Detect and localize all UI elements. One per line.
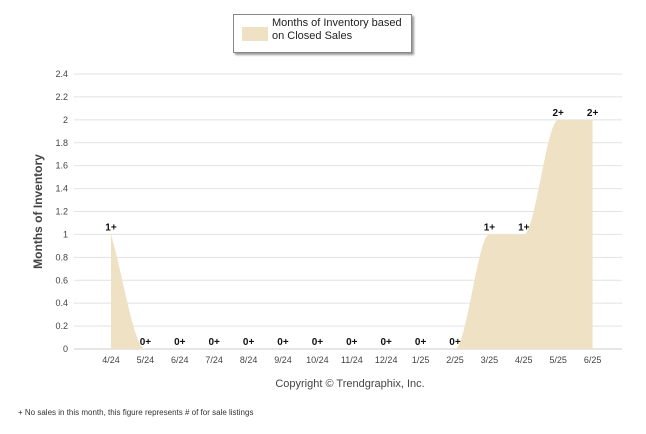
- x-tick-label: 1/25: [412, 355, 430, 365]
- data-label: 0+: [346, 337, 358, 348]
- x-tick-label: 9/24: [274, 355, 292, 365]
- x-tick-label: 4/25: [515, 355, 533, 365]
- x-tick-label: 2/25: [446, 355, 464, 365]
- data-label: 0+: [174, 337, 186, 348]
- footnote: + No sales in this month, this figure re…: [18, 408, 254, 417]
- x-tick-label: 7/24: [205, 355, 223, 365]
- y-tick-label: 2.4: [55, 69, 68, 79]
- y-tick-label: 2: [63, 115, 68, 125]
- data-label: 0+: [415, 337, 427, 348]
- legend-swatch: [242, 27, 268, 41]
- data-label: 0+: [277, 337, 289, 348]
- data-labels: 1+ 0+ 0+ 0+ 0+ 0+ 0+ 0+ 0+ 0+ 0+ 1+ 1+ 2+ 2+: [105, 108, 598, 348]
- data-label: 1+: [105, 222, 117, 233]
- data-label: 1+: [518, 222, 530, 233]
- data-label: 2+: [587, 108, 599, 119]
- legend: Months of Inventory based on Closed Sale…: [233, 14, 412, 53]
- x-tick-labels: 4/24 5/24 6/24 7/24 8/24 9/24 10/24 11/24 12/24 1…: [102, 355, 601, 365]
- y-tick-label: 2.2: [55, 92, 68, 102]
- y-tick-label: 1.2: [55, 207, 68, 217]
- data-label: 0+: [208, 337, 220, 348]
- y-tick-label: 1.6: [55, 161, 68, 171]
- y-tick-label: 0.6: [55, 275, 68, 285]
- x-tick-label: 5/24: [137, 355, 155, 365]
- x-tick-label: 4/24: [102, 355, 120, 365]
- x-tick-label: 5/25: [549, 355, 567, 365]
- data-label: 0+: [243, 337, 255, 348]
- y-tick-label: 1.4: [55, 184, 68, 194]
- data-label: 0+: [449, 337, 461, 348]
- y-tick-label: 1.8: [55, 138, 68, 148]
- x-tick-label: 6/24: [171, 355, 189, 365]
- y-tick-label: 0.4: [55, 298, 68, 308]
- y-tick-labels: 0 0.2 0.4 0.6 0.8 1 1.2 1.4 1.6 1.8 2 2.2 2.4: [55, 69, 68, 354]
- data-label: 0+: [312, 337, 324, 348]
- copyright-caption: Copyright © Trendgraphix, Inc.: [275, 378, 424, 390]
- x-tick-label: 10/24: [306, 355, 329, 365]
- data-label: 2+: [552, 108, 564, 119]
- gridlines: [74, 73, 622, 350]
- x-tick-label: 12/24: [375, 355, 398, 365]
- y-axis-label: Months of Inventory: [31, 154, 45, 269]
- y-tick-label: 0: [63, 344, 68, 354]
- x-tick-label: 3/25: [481, 355, 499, 365]
- legend-label: Months of Inventory based on Closed Sale…: [272, 17, 402, 42]
- area-series: [111, 119, 593, 349]
- x-tick-label: 8/24: [240, 355, 258, 365]
- data-label: 0+: [140, 337, 152, 348]
- data-label: 0+: [380, 337, 392, 348]
- y-tick-label: 0.8: [55, 252, 68, 262]
- y-tick-label: 1: [63, 229, 68, 239]
- x-tick-label: 11/24: [341, 355, 363, 365]
- x-tick-label: 6/25: [584, 355, 602, 365]
- y-tick-label: 0.2: [55, 321, 68, 331]
- data-label: 1+: [484, 222, 496, 233]
